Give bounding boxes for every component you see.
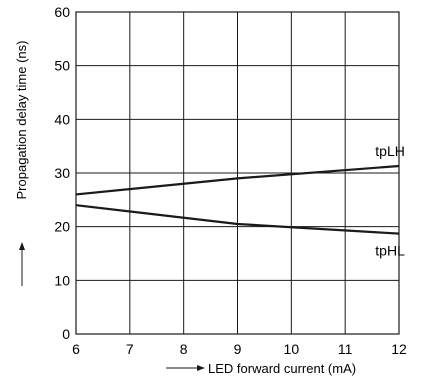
series-label-tpLH: tpLH (375, 143, 405, 159)
y-axis-title: Propagation delay time (ns) (14, 41, 29, 286)
x-axis-title: LED forward current (mA) (166, 361, 356, 376)
series-lines (75, 164, 400, 235)
y-tick-label: 50 (54, 58, 70, 74)
x-tick-label: 10 (284, 341, 300, 357)
x-tick-label: 7 (126, 341, 134, 357)
y-tick-label: 10 (54, 272, 70, 288)
y-tick-label: 60 (54, 4, 70, 20)
y-axis-arrow-head (19, 242, 25, 250)
series-line-tpLH (75, 164, 400, 196)
x-tick-label: 9 (234, 341, 242, 357)
x-tick-label: 11 (338, 341, 353, 357)
y-tick-label: 40 (54, 111, 70, 127)
y-tick-label: 30 (54, 165, 70, 181)
plot-frame (75, 11, 400, 335)
series-label-tpHL: tpHL (375, 243, 405, 259)
series-labels: tpLH tpHL (375, 143, 405, 259)
x-tick-label: 8 (180, 341, 188, 357)
grid (75, 11, 400, 335)
x-axis-arrow-head (197, 365, 205, 371)
x-tick-label: 6 (72, 341, 80, 357)
y-axis-label: Propagation delay time (ns) (14, 41, 29, 200)
series-line-tpHL (75, 204, 400, 235)
y-tick-label: 0 (62, 326, 70, 342)
y-tick-label: 20 (54, 219, 70, 235)
x-tick-label: 12 (391, 341, 407, 357)
x-axis-label: LED forward current (mA) (208, 361, 356, 376)
tick-labels: 6 7 8 9 10 11 12 0 10 20 30 40 50 60 (54, 4, 407, 357)
